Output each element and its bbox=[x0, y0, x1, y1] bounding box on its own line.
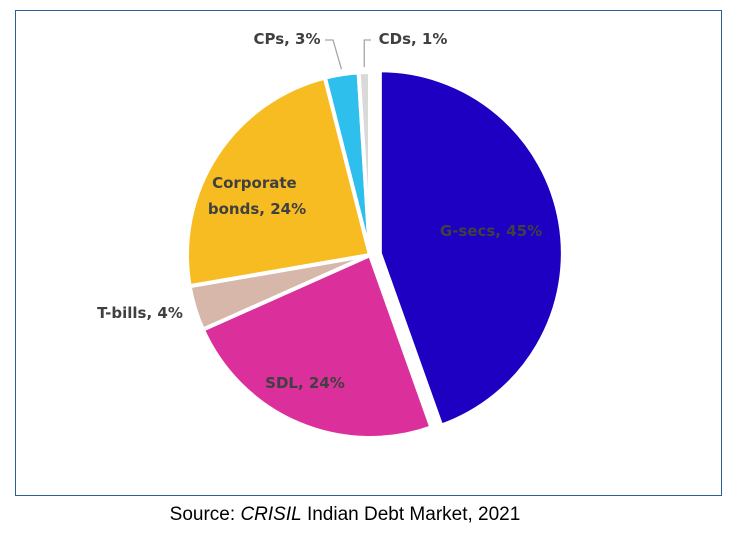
source-prefix: Source: bbox=[169, 504, 241, 525]
slice-label-corporate-line2: bonds, 24% bbox=[208, 200, 306, 218]
slice-label-corporate-line1: Corporate bbox=[212, 174, 297, 192]
pie-slices bbox=[185, 68, 565, 440]
pie-slice-g-secs bbox=[377, 68, 565, 428]
source-publisher: CRISIL bbox=[240, 504, 302, 525]
leader-lines bbox=[325, 39, 371, 70]
leader-line-cds bbox=[363, 39, 371, 68]
pie-slice-cds bbox=[356, 70, 372, 257]
slice-label-g-secs: G-secs, 45% bbox=[440, 222, 542, 240]
pie-slice-sdl bbox=[200, 253, 434, 440]
source-suffix: Indian Debt Market, 2021 bbox=[301, 504, 521, 525]
slice-label-sdl: SDL, 24% bbox=[265, 374, 345, 392]
slice-label-cds: CDs, 1% bbox=[379, 30, 448, 48]
leader-line-cps bbox=[325, 39, 343, 70]
slice-label-cps: CPs, 3% bbox=[253, 30, 320, 48]
slice-label-corporate-bonds: Corporate bonds, 24% bbox=[208, 174, 306, 218]
slice-label-t-bills: T-bills, 4% bbox=[97, 304, 183, 322]
pie-chart: G-secs, 45% SDL, 24% T-bills, 4% Corpora… bbox=[97, 30, 565, 440]
pie-slice-corporate-bonds bbox=[185, 75, 372, 289]
source-caption: Source: CRISIL Indian Debt Market, 2021 bbox=[0, 504, 690, 526]
